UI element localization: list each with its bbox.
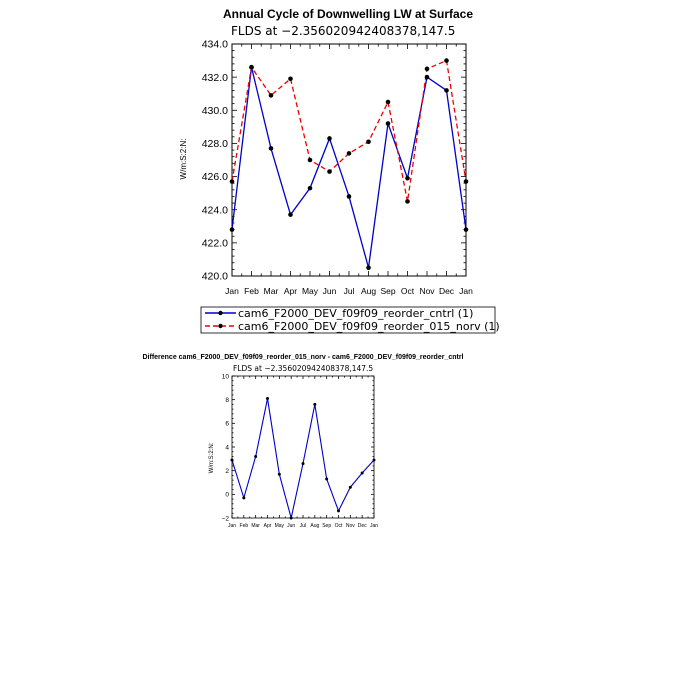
legend-label-cntrl: cam6_F2000_DEV_f09f09_reorder_cntrl (1) xyxy=(238,307,473,320)
chart-2: −2 0 2 4 6 8 10 Jan Feb Mar Apr May Jun Jul Aug Sep Oct N… xyxy=(222,373,379,529)
x-tick-label: Dec xyxy=(358,523,367,529)
series-0-point xyxy=(360,471,364,475)
x-tick-label: Jan xyxy=(225,286,239,296)
chart-2-title: Difference cam6_F2000_DEV_f09f09_reorder… xyxy=(142,354,463,361)
series-1-point xyxy=(229,179,235,184)
series-1-point xyxy=(463,179,469,184)
series-0-point xyxy=(348,485,352,489)
series-line-0 xyxy=(231,67,467,268)
series-0-point xyxy=(242,496,246,500)
x-tick-label: Jul xyxy=(300,523,306,529)
x-tick-label: Nov xyxy=(419,286,435,296)
series-0-point xyxy=(313,402,317,406)
y-tick-label: 424.0 xyxy=(202,204,228,216)
y-tick-label: 4 xyxy=(225,444,229,451)
y-tick-label: 0 xyxy=(225,492,229,499)
series-0-point xyxy=(229,227,235,232)
series-1-point xyxy=(346,151,352,156)
chart-2-ylabel: W/m:S:2:N: xyxy=(209,442,215,473)
y-tick-label: 2 xyxy=(225,468,229,475)
series-0-point xyxy=(463,227,469,232)
legend: cam6_F2000_DEV_f09f09_reorder_cntrl (1) … xyxy=(200,306,500,334)
y-tick-label: 422.0 xyxy=(202,238,228,250)
plot-frame xyxy=(231,375,375,519)
x-tick-label: Oct xyxy=(335,523,343,529)
series-0-point xyxy=(289,516,293,520)
x-tick-label: Apr xyxy=(264,523,272,529)
series-0-point xyxy=(372,458,376,462)
series-0-point xyxy=(405,175,410,181)
x-tick-label: Jan xyxy=(459,286,473,296)
series-1-point xyxy=(268,93,274,98)
series-0-point xyxy=(444,88,449,93)
x-tick-label: May xyxy=(302,286,319,296)
x-tick-label: Jun xyxy=(287,523,295,529)
plot-frame xyxy=(231,43,467,277)
series-1-point xyxy=(385,99,391,105)
x-tick-label: Nov xyxy=(346,523,355,529)
legend-box xyxy=(200,306,496,334)
y-tick-label: 432.0 xyxy=(202,72,228,84)
legend-label-norv: cam6_F2000_DEV_f09f09_reorder_015_norv (… xyxy=(238,320,500,333)
x-tick-label: Sep xyxy=(380,286,395,296)
legend-marker-norv xyxy=(218,323,223,329)
chart-1-ylabel: W/m:S:2:N: xyxy=(179,139,188,180)
series-1-point xyxy=(444,58,449,63)
series-0-point xyxy=(266,396,269,400)
chart-2-subtitle: FLDS at −2.356020942408378,147.5 xyxy=(233,364,373,373)
y-tick-label: 426.0 xyxy=(202,171,228,183)
series-0-point xyxy=(366,265,371,271)
x-tick-label: Sep xyxy=(322,523,331,529)
chart-1: 420.0 422.0 424.0 426.0 428.0 430.0 432.0 434.0… xyxy=(202,39,473,296)
x-tick-label: Jan xyxy=(228,523,236,529)
x-tick-label: Aug xyxy=(361,286,376,296)
x-tick-label: Oct xyxy=(401,286,415,296)
series-0-point xyxy=(337,509,340,513)
series-0-point xyxy=(254,454,258,458)
x-tick-label: May xyxy=(275,523,285,529)
series-1-point xyxy=(366,139,371,145)
y-tick-label: 6 xyxy=(225,421,229,428)
x-tick-label: Jul xyxy=(344,286,355,296)
x-tick-label: Apr xyxy=(284,286,297,296)
x-tick-label: Mar xyxy=(264,286,279,296)
y-tick-label: 8 xyxy=(225,397,229,404)
chart-1-title: Annual Cycle of Downwelling LW at Surfac… xyxy=(223,7,473,21)
x-tick-label: Jun xyxy=(323,286,337,296)
series-0-point xyxy=(325,477,329,481)
series-0-point xyxy=(424,74,430,80)
series-1-point xyxy=(405,199,410,204)
series-0-point xyxy=(288,212,293,217)
series-0-point xyxy=(307,185,313,191)
series-1-point xyxy=(424,66,430,72)
y-tick-label: 420.0 xyxy=(202,271,228,283)
series-0-point xyxy=(268,146,274,151)
y-tick-label: 434.0 xyxy=(202,39,228,51)
y-tick-label: 10 xyxy=(222,373,230,380)
chart-1-subtitle: FLDS at −2.356020942408378,147.5 xyxy=(231,24,455,38)
series-0-point xyxy=(346,194,352,199)
x-tick-label: Mar xyxy=(251,523,260,529)
series-0-point xyxy=(301,462,305,466)
x-tick-label: Dec xyxy=(439,286,455,296)
series-1-point xyxy=(288,76,293,82)
series-0-point xyxy=(385,121,391,126)
legend-marker-cntrl xyxy=(218,310,223,316)
series-1-point xyxy=(307,157,313,163)
series-0-point xyxy=(230,458,234,462)
y-tick-label: 430.0 xyxy=(202,105,228,117)
series-line-0 xyxy=(231,398,375,519)
x-tick-label: Aug xyxy=(310,523,319,529)
series-1-point xyxy=(249,64,254,70)
series-0-point xyxy=(327,136,332,141)
x-tick-label: Jan xyxy=(370,523,378,529)
x-tick-label: Feb xyxy=(244,286,259,296)
series-1-point xyxy=(327,169,332,174)
y-tick-label: 428.0 xyxy=(202,138,228,150)
x-tick-label: Feb xyxy=(240,523,249,529)
y-tick-label: −2 xyxy=(222,515,230,522)
series-0-point xyxy=(277,472,281,476)
